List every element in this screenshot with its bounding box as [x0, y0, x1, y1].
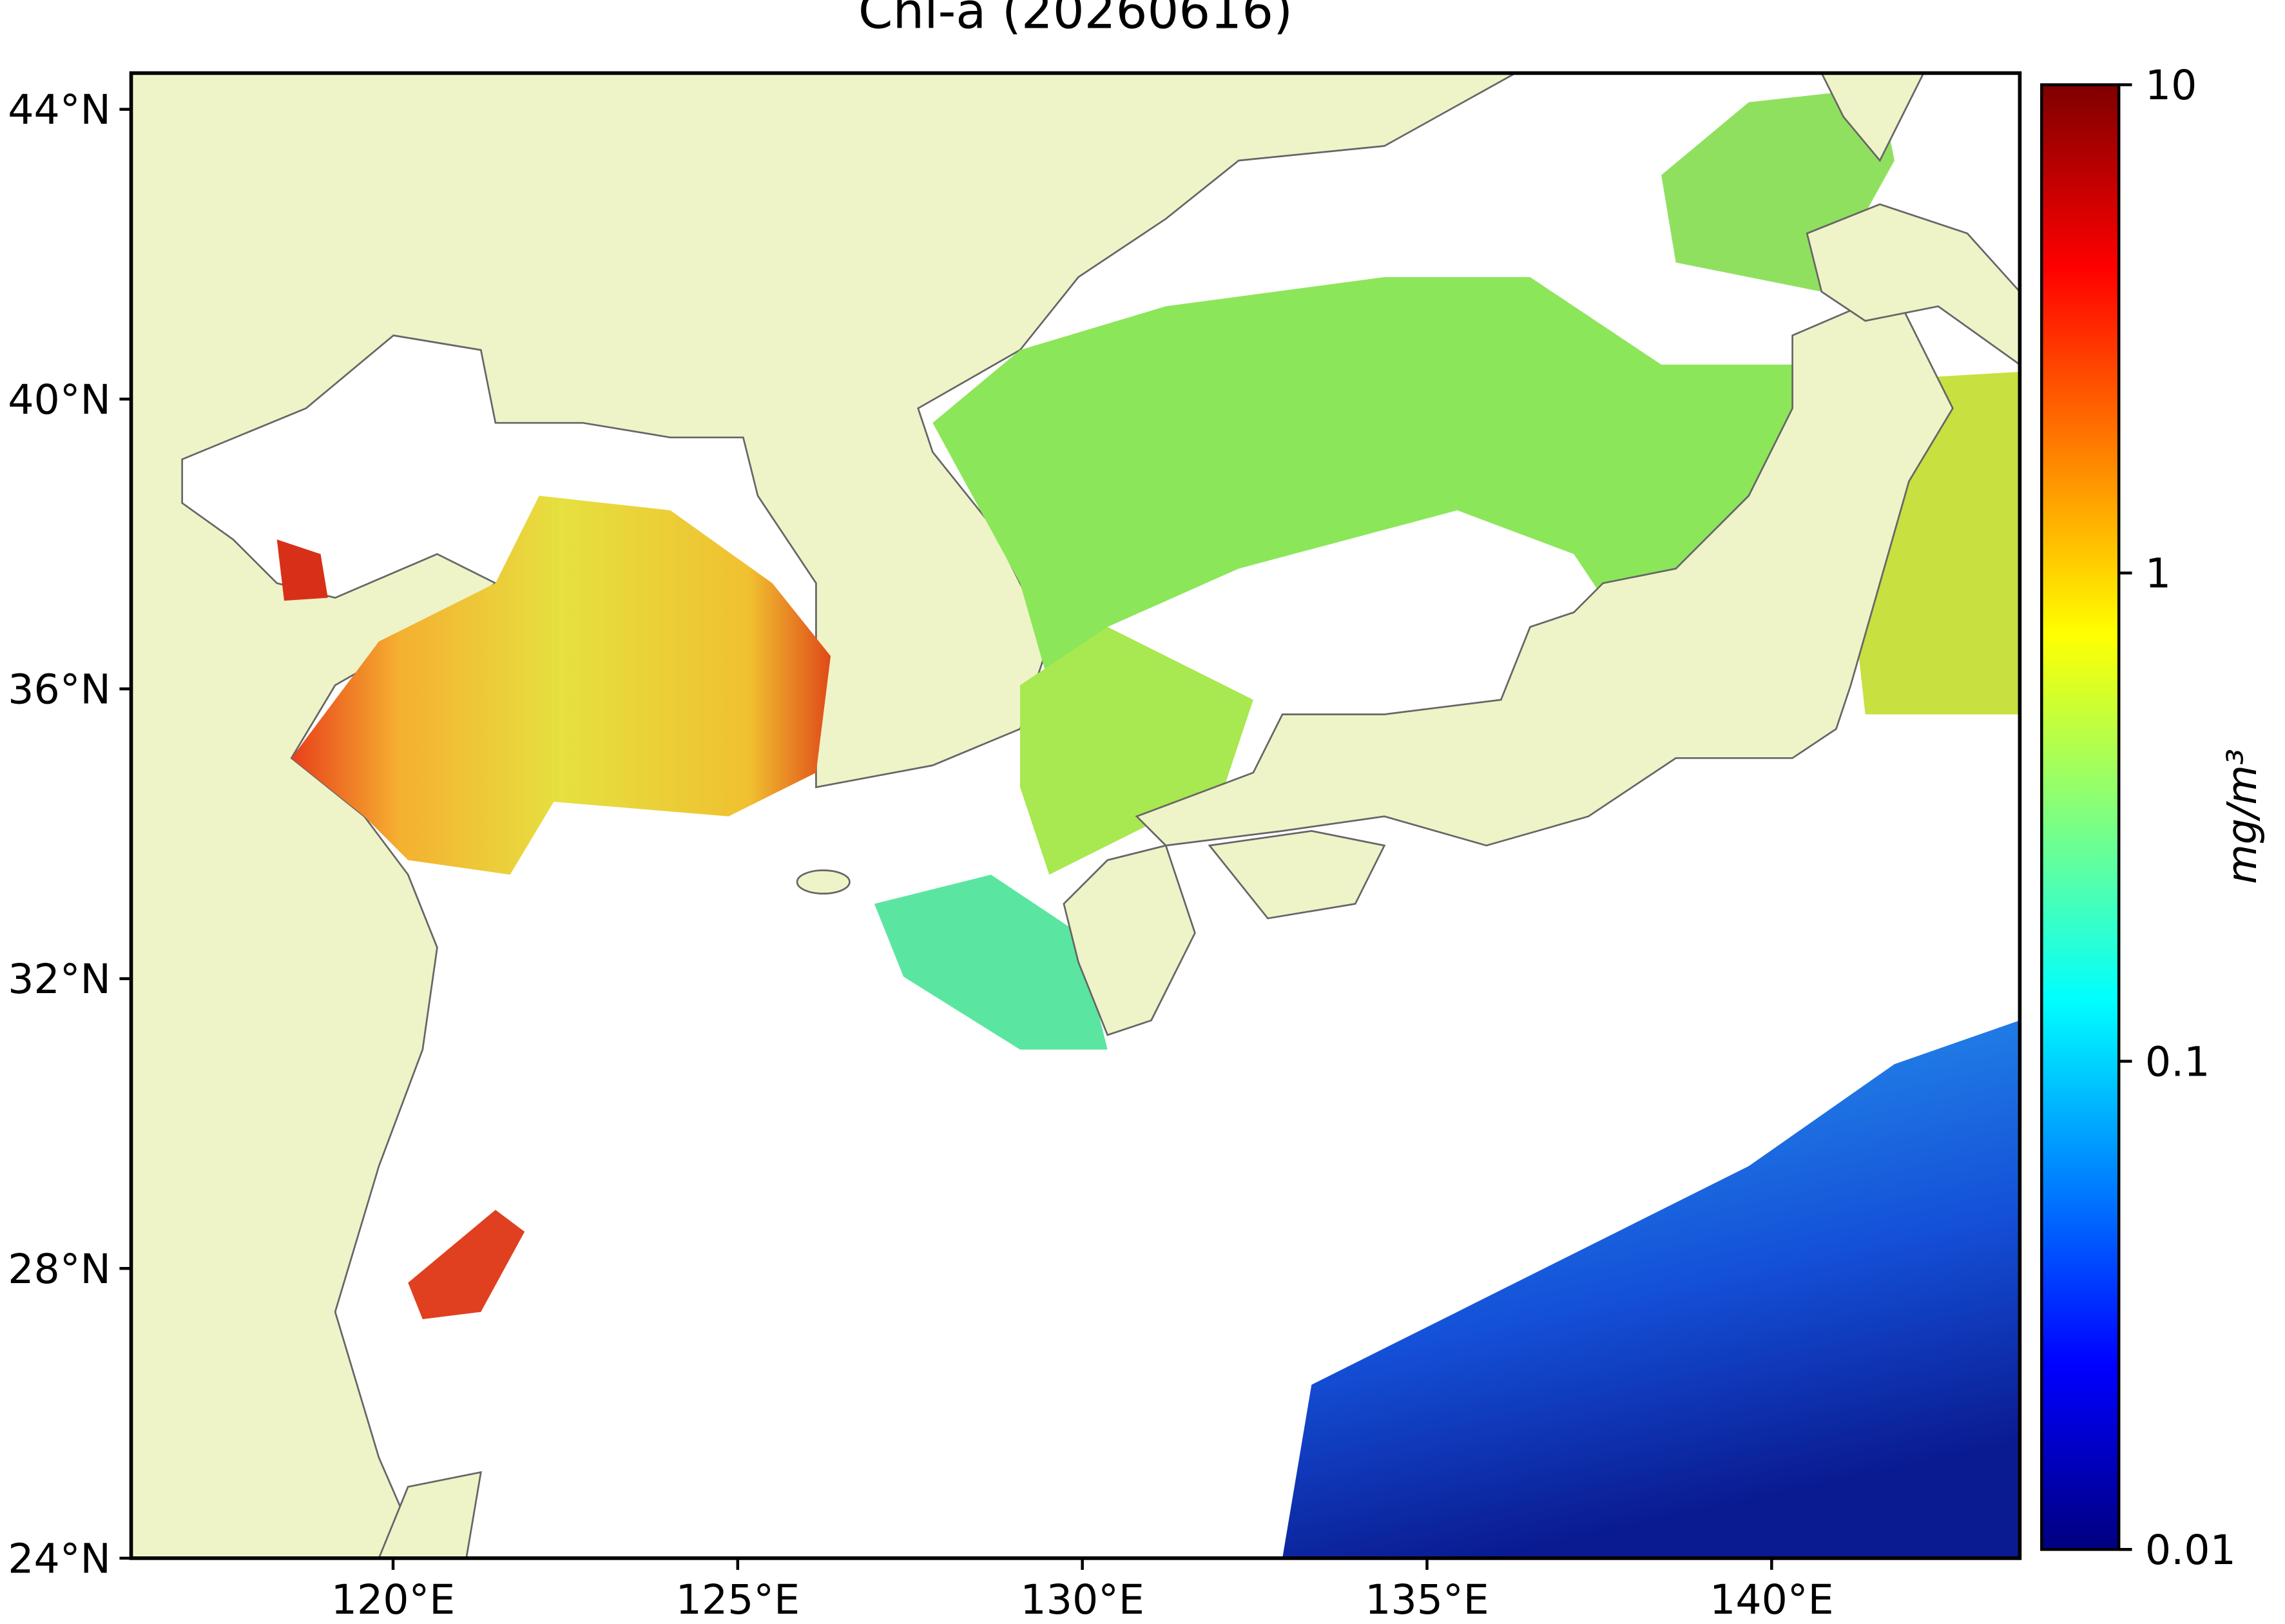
x-tick-label: 140°E: [1710, 1576, 1834, 1623]
taiwan: [378, 1471, 482, 1558]
map-area: [131, 73, 2020, 1558]
chl-zhejiang: [408, 1210, 525, 1319]
kyushu: [1063, 844, 1196, 1036]
colorbar-tick-label: 1: [2145, 550, 2171, 597]
map-frame: [129, 71, 2022, 1560]
colorbar-tick-label: 10: [2145, 61, 2197, 109]
chl-pacific: [1282, 1020, 2020, 1558]
x-tick-label: 120°E: [331, 1576, 456, 1623]
y-tick-label: 24°N: [8, 1534, 111, 1582]
honshu: [1135, 290, 1954, 847]
hokkaido: [1806, 203, 2020, 366]
colorbar-tick-label: 0.01: [2145, 1526, 2236, 1574]
sakhalin: [1820, 73, 1925, 162]
y-tick-label: 28°N: [8, 1245, 111, 1293]
chl-yellow-sea: [291, 496, 831, 875]
x-tick-label: 130°E: [1020, 1576, 1144, 1623]
colorbar-label: mg/m³: [2218, 749, 2266, 884]
y-tick-label: 44°N: [8, 86, 111, 133]
chl-bohai: [276, 539, 328, 601]
chl-japan-sea-south: [1020, 626, 1253, 875]
chl-east-china-sea: [874, 875, 1108, 1050]
y-tick-label: 36°N: [8, 666, 111, 713]
x-tick-label: 135°E: [1365, 1576, 1489, 1623]
colorbar-tick-label: 0.1: [2145, 1038, 2210, 1085]
y-tick-label: 40°N: [8, 376, 111, 423]
y-tick-label: 32°N: [8, 955, 111, 1003]
chart-title: Chl-a (20260616): [858, 0, 1293, 40]
jeju: [796, 869, 851, 894]
colorbar: [2040, 83, 2121, 1551]
x-tick-label: 125°E: [676, 1576, 800, 1623]
chl-japan-sea: [932, 277, 1808, 686]
shikoku: [1208, 830, 1386, 920]
